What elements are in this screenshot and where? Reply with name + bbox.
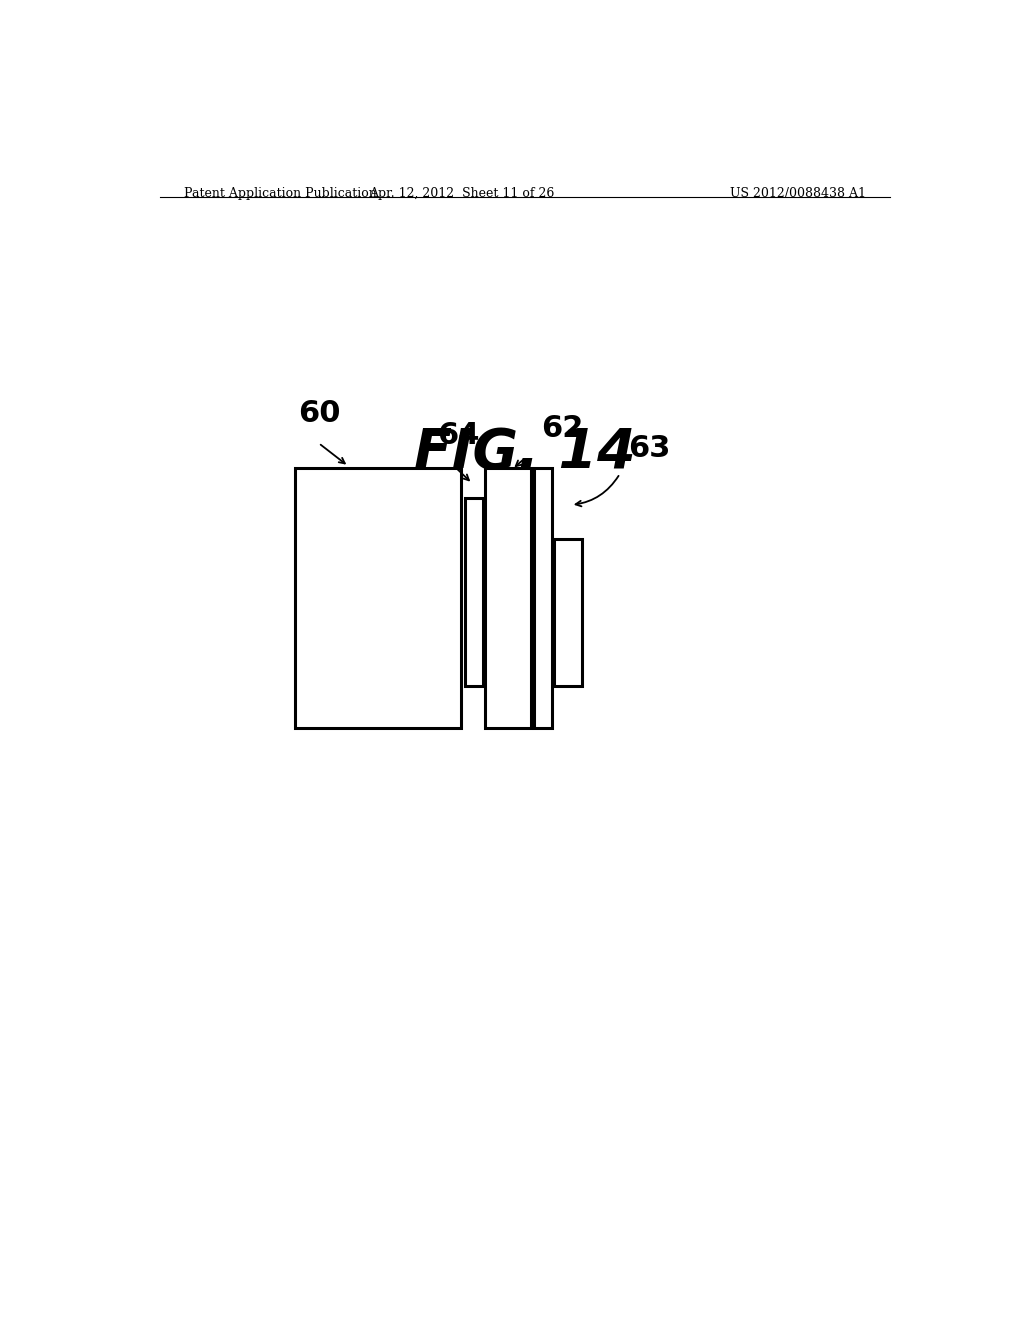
Text: FIG. 14: FIG. 14 [414, 426, 636, 480]
Text: 64: 64 [437, 421, 480, 450]
Bar [535, 469, 552, 727]
Bar [554, 539, 582, 686]
Text: 63: 63 [628, 434, 671, 463]
Bar [295, 469, 461, 727]
Bar [485, 469, 531, 727]
Text: 62: 62 [541, 414, 583, 444]
Text: US 2012/0088438 A1: US 2012/0088438 A1 [730, 187, 866, 199]
Text: 60: 60 [299, 399, 341, 428]
Bar [465, 498, 482, 686]
Text: Apr. 12, 2012  Sheet 11 of 26: Apr. 12, 2012 Sheet 11 of 26 [369, 187, 554, 199]
Text: Patent Application Publication: Patent Application Publication [183, 187, 376, 199]
